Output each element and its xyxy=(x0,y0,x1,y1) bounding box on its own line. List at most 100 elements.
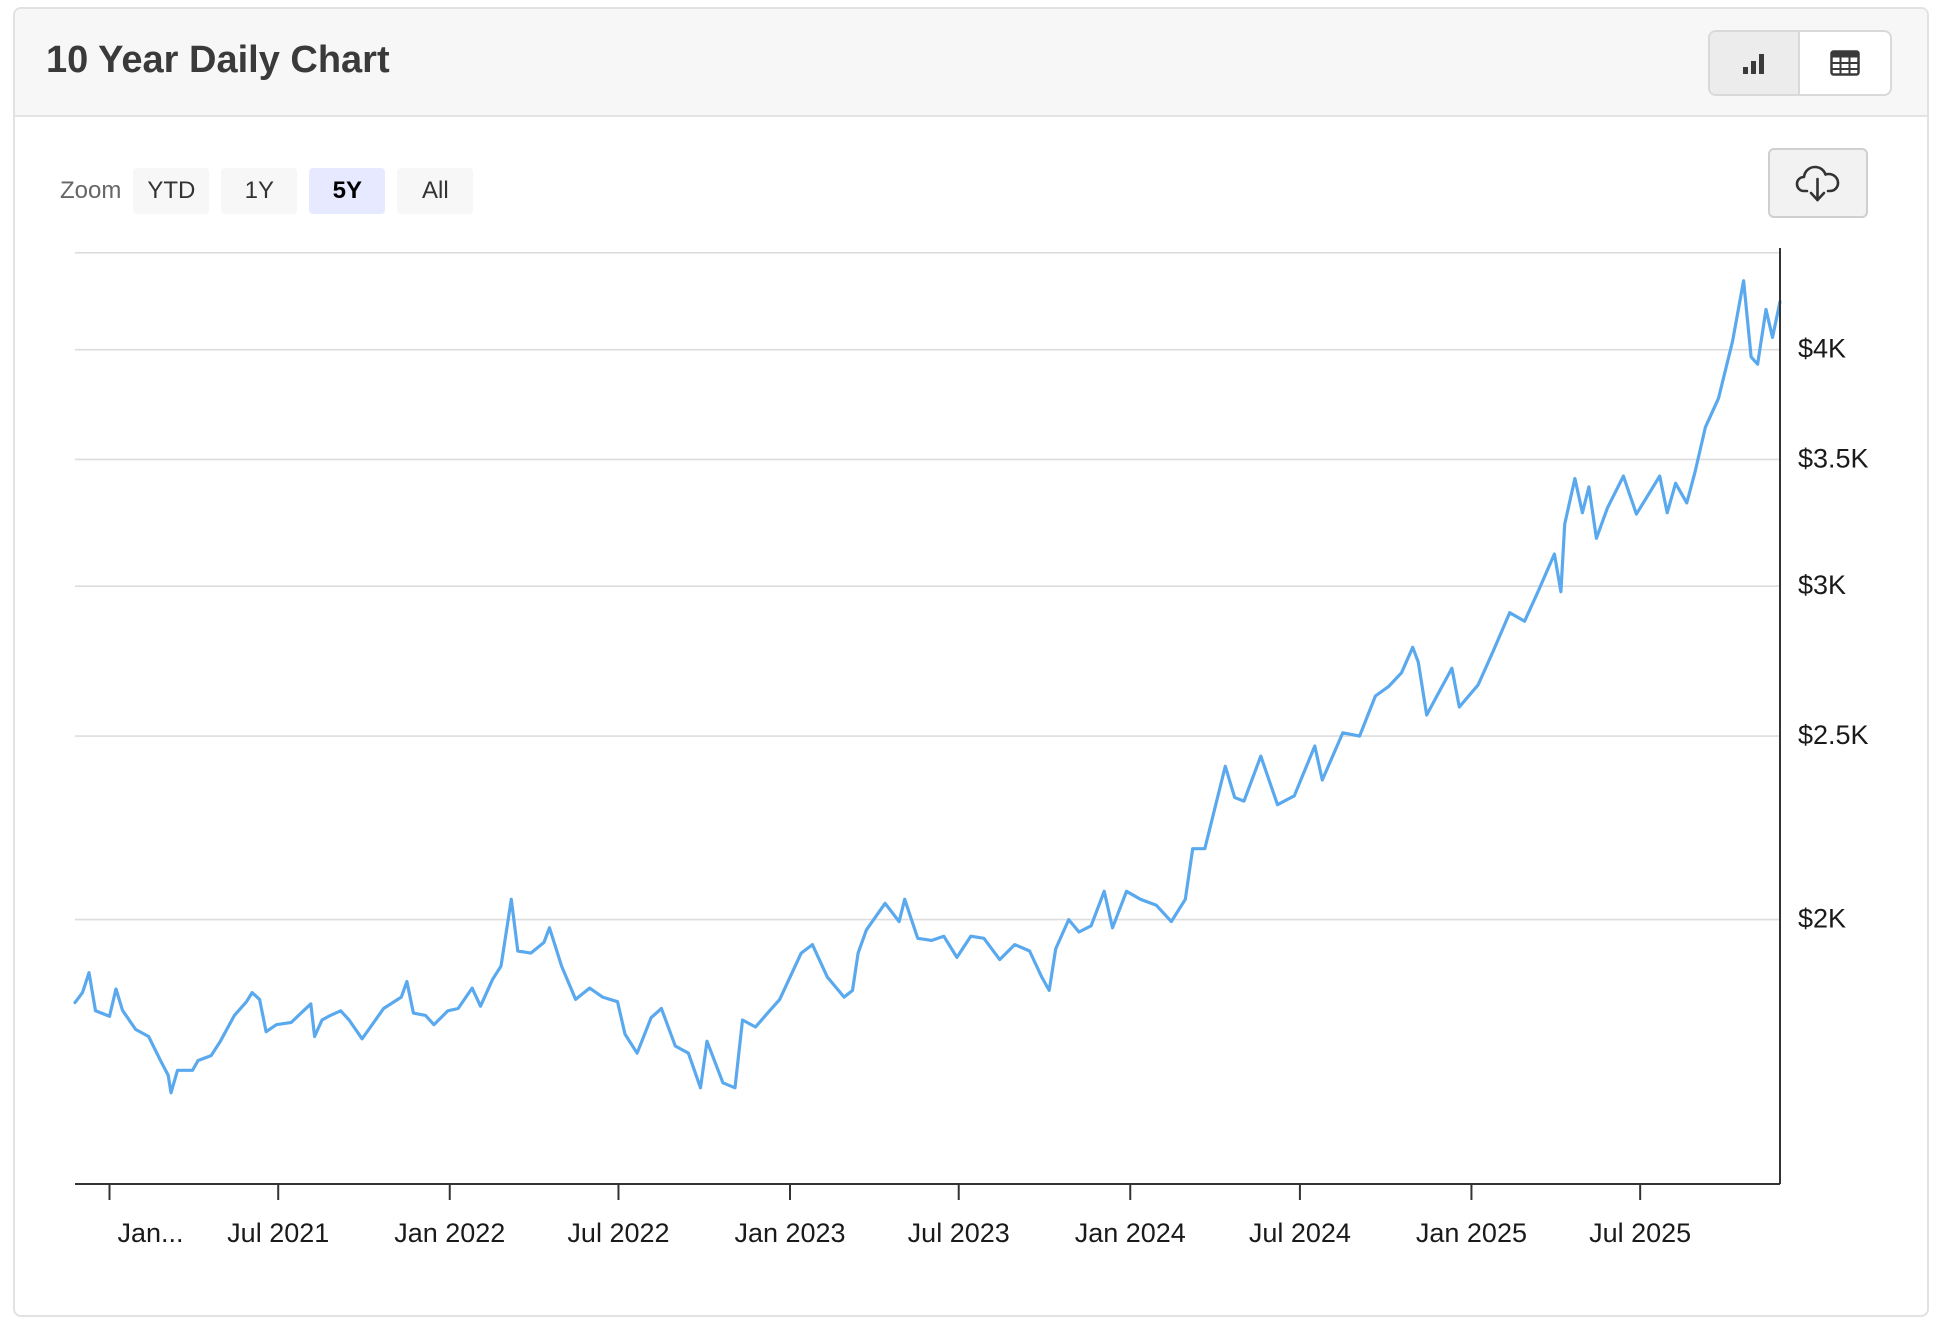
data-point xyxy=(1560,590,1562,593)
x-tick-label: Jan 2024 xyxy=(1075,1218,1186,1248)
data-point xyxy=(479,1005,482,1007)
data-point xyxy=(1276,803,1279,806)
data-point xyxy=(1374,695,1377,697)
data-point xyxy=(1067,918,1070,921)
data-point xyxy=(1704,426,1707,429)
data-point xyxy=(1581,512,1584,514)
data-point xyxy=(548,927,551,929)
price-line xyxy=(73,279,1782,1095)
data-point xyxy=(424,1014,427,1017)
data-point xyxy=(115,988,117,990)
data-point xyxy=(1260,755,1262,757)
data-point xyxy=(108,1015,111,1018)
data-point xyxy=(1458,706,1461,708)
data-point xyxy=(500,965,502,967)
zoom-ytd-button[interactable]: YTD xyxy=(133,168,210,214)
data-point xyxy=(741,1019,744,1021)
data-point xyxy=(1425,714,1428,716)
table-icon xyxy=(1830,50,1860,76)
data-point xyxy=(471,987,473,989)
data-point xyxy=(800,952,802,954)
data-point xyxy=(1078,931,1080,933)
data-point xyxy=(219,1040,222,1042)
data-point xyxy=(1674,482,1677,485)
data-point xyxy=(1013,943,1016,946)
data-point xyxy=(1400,672,1403,674)
x-tick-label: Jan 2025 xyxy=(1416,1218,1527,1248)
zoom-controls: Zoom YTD 1Y 5Y All xyxy=(60,168,485,214)
zoom-1y-button[interactable]: 1Y xyxy=(221,168,298,214)
data-point xyxy=(510,898,513,901)
data-point xyxy=(1563,523,1566,525)
data-point xyxy=(1191,847,1194,850)
data-point xyxy=(1054,948,1057,950)
data-point xyxy=(170,1092,172,1094)
chart-series xyxy=(73,279,1782,1095)
data-point xyxy=(369,1026,372,1028)
data-point xyxy=(1731,340,1734,343)
data-point xyxy=(382,1007,385,1010)
data-point xyxy=(851,989,854,992)
data-point xyxy=(1451,667,1453,670)
data-point xyxy=(1243,800,1245,802)
data-point xyxy=(348,1019,350,1021)
data-point xyxy=(1125,890,1128,893)
data-point xyxy=(1314,745,1316,747)
x-tick-label: Jul 2024 xyxy=(1249,1218,1351,1248)
data-point xyxy=(1040,976,1043,978)
data-point xyxy=(1537,589,1540,592)
data-point xyxy=(865,929,868,931)
data-point xyxy=(616,1000,619,1003)
view-toggle xyxy=(1708,30,1892,96)
data-point xyxy=(930,939,933,942)
data-point xyxy=(361,1038,363,1040)
data-point xyxy=(674,1045,677,1047)
data-point xyxy=(233,1014,236,1017)
data-point xyxy=(1111,927,1114,929)
data-point xyxy=(1666,512,1668,514)
data-point xyxy=(1588,486,1590,488)
y-tick-label: $3K xyxy=(1798,570,1846,600)
data-point xyxy=(94,1010,97,1012)
data-point xyxy=(88,971,90,974)
data-point xyxy=(1717,397,1720,400)
zoom-5y-button[interactable]: 5Y xyxy=(309,168,386,214)
bar-chart-icon xyxy=(1743,54,1764,74)
data-point xyxy=(1508,611,1511,614)
chart-view-button[interactable] xyxy=(1710,32,1800,94)
data-point xyxy=(916,937,919,940)
data-point xyxy=(1756,363,1759,366)
data-point xyxy=(734,1087,736,1089)
data-point xyxy=(1170,920,1173,923)
table-view-button[interactable] xyxy=(1800,32,1890,94)
download-button[interactable] xyxy=(1768,148,1868,218)
data-point xyxy=(313,1035,316,1038)
data-point xyxy=(412,1012,415,1014)
zoom-all-button[interactable]: All xyxy=(397,168,474,214)
data-point xyxy=(1293,795,1296,797)
data-point xyxy=(265,1030,267,1033)
data-point xyxy=(1477,684,1479,686)
data-point xyxy=(1606,507,1609,509)
data-point xyxy=(329,1014,332,1017)
chart-grid xyxy=(75,252,1780,921)
data-point xyxy=(706,1040,708,1042)
y-tick-label: $2.5K xyxy=(1798,720,1869,750)
data-point xyxy=(447,1010,449,1012)
data-point xyxy=(147,1035,150,1038)
data-point xyxy=(1750,356,1752,358)
data-point xyxy=(650,1016,652,1019)
x-tick-label: Jul 2025 xyxy=(1589,1218,1691,1248)
data-point xyxy=(843,996,845,998)
data-point xyxy=(1595,537,1598,540)
data-point xyxy=(1492,651,1494,653)
data-point xyxy=(1028,950,1031,952)
data-point xyxy=(811,943,814,946)
data-point xyxy=(1417,661,1420,663)
data-point xyxy=(245,1000,248,1003)
data-point xyxy=(290,1021,293,1024)
data-point xyxy=(210,1054,212,1057)
data-point xyxy=(956,956,958,959)
data-point xyxy=(1553,553,1556,555)
data-point xyxy=(74,1001,76,1004)
